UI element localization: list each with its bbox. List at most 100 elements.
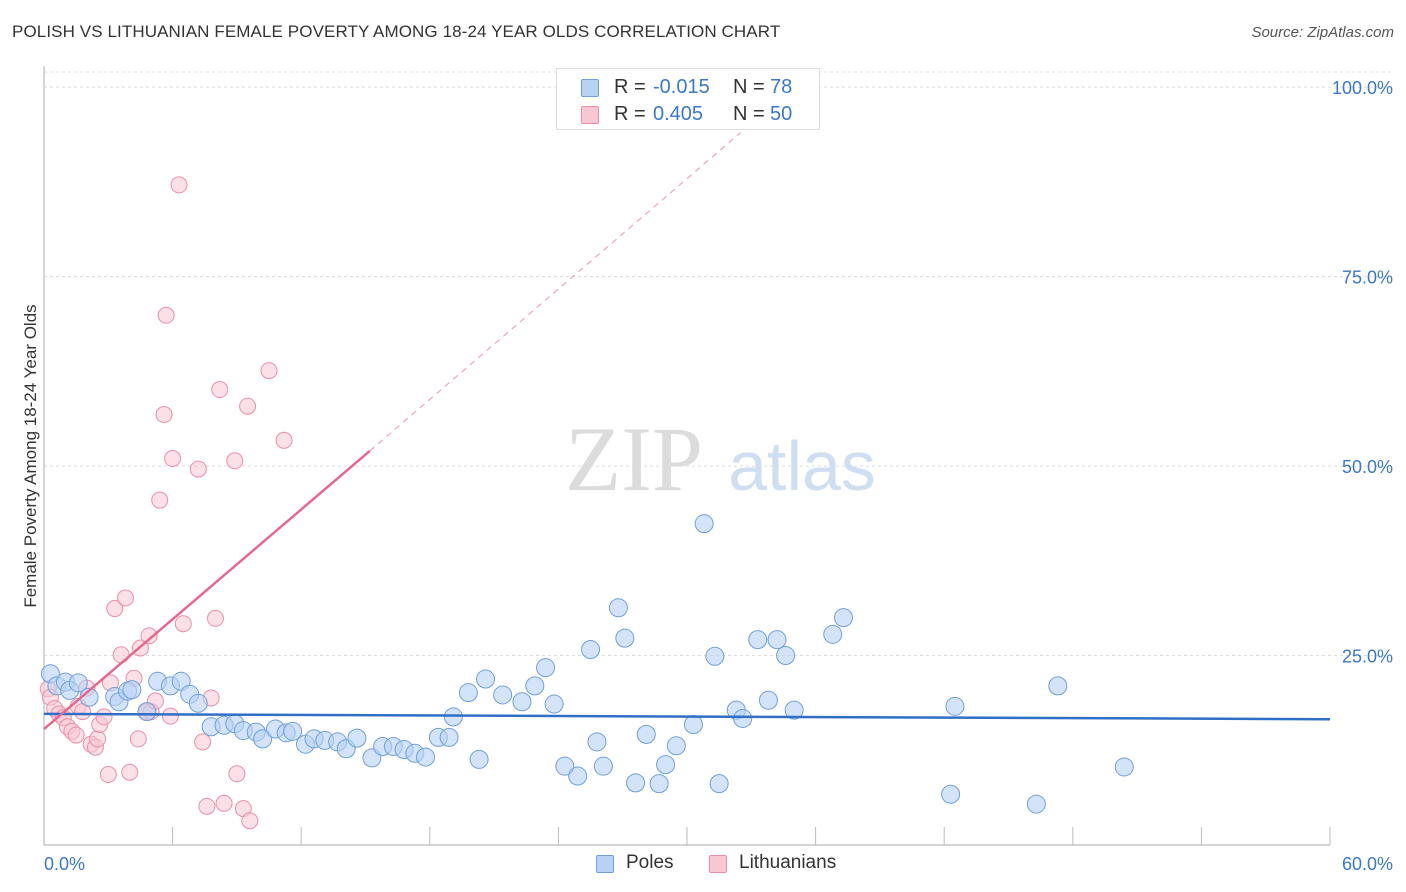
poles-point (458, 683, 478, 703)
poles-r-label: R = (614, 76, 646, 98)
poles-point (626, 773, 646, 793)
lithuanians-point (140, 627, 158, 645)
poles-point (945, 696, 965, 716)
poles-point (443, 707, 463, 727)
watermark: ZIP atlas (565, 408, 876, 510)
poles-point (544, 694, 564, 714)
poles-point (608, 598, 628, 618)
lithuanians-point (241, 812, 259, 830)
poles-point (347, 728, 367, 748)
lithuanians-point (164, 450, 182, 467)
poles-point (705, 646, 725, 666)
poles-point (666, 736, 686, 756)
poles-point (536, 658, 556, 678)
lithuanians-point (215, 794, 233, 812)
lithuanians-point (228, 765, 246, 783)
correlation-legend: R = -0.015 N = 78 R = 0.405 N = 50 (556, 68, 820, 130)
lithuanians-point (157, 306, 175, 324)
poles-point (758, 690, 778, 710)
lithuanians-legend-swatch (709, 855, 727, 873)
poles-point (776, 646, 796, 666)
lithuanians-point (260, 362, 278, 380)
poles-point (512, 692, 532, 712)
chart-title: POLISH VS LITHUANIAN FEMALE POVERTY AMON… (12, 22, 781, 41)
tick-labels: 25.0% 50.0% 75.0% 100.0% 0.0% 60.0% (44, 78, 1393, 874)
lithuanians-point (116, 589, 134, 607)
lithuanians-point (151, 491, 169, 509)
poles-point (525, 676, 545, 696)
lithuanians-point (155, 406, 173, 424)
watermark-zip: ZIP (565, 408, 703, 510)
poles-point (767, 630, 787, 650)
source-credit: Source: ZipAtlas.com (1251, 24, 1394, 41)
lithuanians-point (161, 707, 179, 725)
lithuanians-swatch (581, 106, 599, 124)
poles-point (476, 669, 496, 689)
poles-point (581, 639, 601, 659)
poles-point (68, 673, 88, 693)
lithuanians-n-value: 50 (770, 103, 793, 125)
poles-point (1026, 794, 1046, 814)
poles-point (615, 628, 635, 648)
lithuanians-trend-line (43, 449, 371, 731)
poles-point (283, 721, 303, 741)
poles-point (469, 749, 489, 769)
poles-point (694, 514, 714, 534)
legend-row-lithuanians: R = 0.405 N = 50 (557, 102, 819, 128)
lithuanians-point (174, 615, 192, 633)
lithuanians-r-label: R = (614, 103, 646, 125)
poles-trend-line (43, 712, 1331, 721)
lithuanians-point (129, 730, 147, 748)
lithuanians-point (239, 397, 257, 415)
poles-point (439, 727, 459, 747)
poles-point (555, 756, 575, 776)
lithuanians-trend-extension (369, 132, 741, 452)
lithuanians-point (275, 431, 293, 449)
poles-legend-swatch (596, 855, 614, 873)
x-tick-label: 60.0% (1342, 854, 1393, 874)
poles-point (656, 755, 676, 775)
lithuanians-point (106, 600, 124, 618)
lithuanians-point (189, 460, 207, 478)
grid-layer (44, 71, 1392, 657)
poles-point (593, 756, 613, 776)
poles-point (1114, 757, 1134, 777)
poles-n-label: N = (733, 76, 765, 98)
poles-point (636, 724, 656, 744)
poles-point (823, 624, 843, 644)
trend-lines (43, 132, 1331, 731)
lithuanians-point (112, 646, 130, 664)
poles-point (733, 708, 753, 728)
lithuanians-point (198, 797, 216, 815)
poles-point (416, 747, 436, 767)
lithuanians-point (99, 766, 117, 784)
lithuanians-point (67, 726, 85, 744)
lithuanians-point (170, 176, 188, 194)
x-tick-label: 0.0% (44, 854, 85, 874)
poles-point (784, 700, 804, 720)
lithuanians-point (95, 708, 113, 726)
poles-point (833, 608, 853, 628)
poles-point (748, 630, 768, 650)
axis-layer (43, 66, 1331, 846)
lithuanians-n-label: N = (733, 103, 765, 125)
lithuanians-point (194, 733, 212, 751)
lithuanians-point (206, 609, 224, 627)
poles-point (1048, 676, 1068, 696)
poles-point (587, 732, 607, 752)
legend-row-poles: R = -0.015 N = 78 (557, 75, 819, 101)
poles-point (253, 729, 273, 749)
poles-n-value: 78 (770, 76, 793, 98)
poles-point (568, 766, 588, 786)
series-legend: Poles Lithuanians (0, 852, 1406, 880)
lithuanians-legend-label: Lithuanians (739, 852, 837, 873)
poles-point (709, 774, 729, 794)
watermark-atlas: atlas (728, 427, 876, 505)
poles-point (493, 685, 513, 705)
lithuanians-point (121, 763, 139, 781)
y-axis-label: Female Poverty Among 18-24 Year Olds (21, 304, 40, 607)
poles-points (40, 514, 1134, 814)
poles-point (683, 715, 703, 735)
y-tick-label: 25.0% (1342, 647, 1393, 667)
